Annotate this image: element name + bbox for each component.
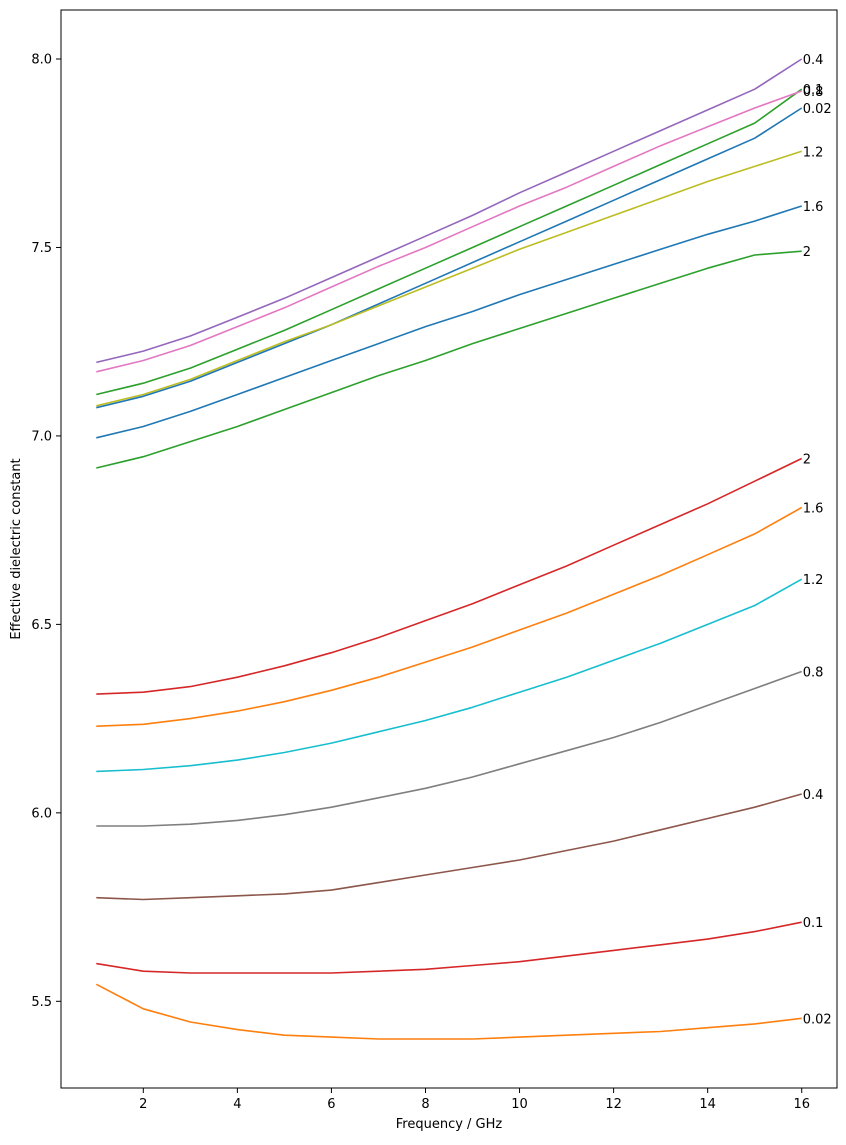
- y-axis-ticks: 5.5 6.0 6.5 7.0 7.5 8.0: [31, 53, 61, 1010]
- series-end-label: 1.2: [803, 145, 824, 160]
- series-end-label: 2: [803, 245, 811, 260]
- series-end-label: 1.6: [803, 200, 824, 215]
- y-tick-label: 7.5: [31, 241, 52, 256]
- y-tick-label: 6.0: [31, 806, 52, 821]
- series-line-12: [96, 921, 802, 974]
- series-end-label: 2: [803, 453, 811, 468]
- series-line-10: [96, 670, 802, 827]
- x-axis-ticks: 2 4 6 8 10 12 14 16: [139, 1088, 810, 1112]
- x-tick-label: 10: [511, 1097, 528, 1112]
- series-end-label: 0.02: [803, 102, 832, 117]
- series-line-11: [96, 793, 802, 901]
- series-line-5: [96, 205, 802, 439]
- x-tick-label: 12: [605, 1097, 622, 1112]
- x-tick-label: 16: [793, 1097, 810, 1112]
- x-tick-label: 14: [699, 1097, 716, 1112]
- plot-area: [60, 9, 838, 1089]
- series-line-2: [96, 58, 803, 364]
- series-end-label: 0.4: [803, 788, 824, 803]
- series-line-6: [96, 250, 802, 469]
- series-line-9: [96, 578, 803, 773]
- x-tick-label: 8: [421, 1097, 429, 1112]
- x-tick-label: 4: [233, 1097, 241, 1112]
- series-end-labels: 0.02 0.1 0.4 0.8 1.2 1.6 2 2 1.6 1.2 0.8 0.4 0.1 0.02: [803, 53, 832, 1027]
- x-tick-label: 6: [327, 1097, 335, 1112]
- series-end-label: 0.02: [803, 1012, 832, 1027]
- series-line-0: [96, 107, 803, 409]
- series-line-1: [96, 88, 803, 396]
- series-line-3: [96, 90, 802, 373]
- series-end-label: 1.6: [803, 502, 824, 517]
- series-line-13: [95, 983, 802, 1040]
- series-end-label: 1.2: [803, 573, 824, 588]
- y-axis-label: Effective dielectric constant: [9, 458, 24, 639]
- series-end-label: 0.8: [803, 666, 824, 681]
- series-end-label: 0.4: [803, 53, 824, 68]
- y-tick-label: 8.0: [31, 53, 52, 68]
- series-lines: [95, 58, 803, 1040]
- x-tick-label: 2: [139, 1097, 147, 1112]
- series-line-4: [96, 150, 802, 407]
- series-end-label: 0.1: [803, 83, 824, 98]
- y-tick-label: 7.0: [31, 429, 52, 444]
- series-line-8: [96, 506, 803, 727]
- series-line-7: [96, 457, 803, 695]
- series-end-label: 0.8: [803, 85, 824, 100]
- series-end-label: 0.1: [803, 916, 824, 931]
- y-tick-label: 5.5: [31, 995, 52, 1010]
- x-axis-label: Frequency / GHz: [396, 1117, 503, 1132]
- y-tick-label: 6.5: [31, 618, 52, 633]
